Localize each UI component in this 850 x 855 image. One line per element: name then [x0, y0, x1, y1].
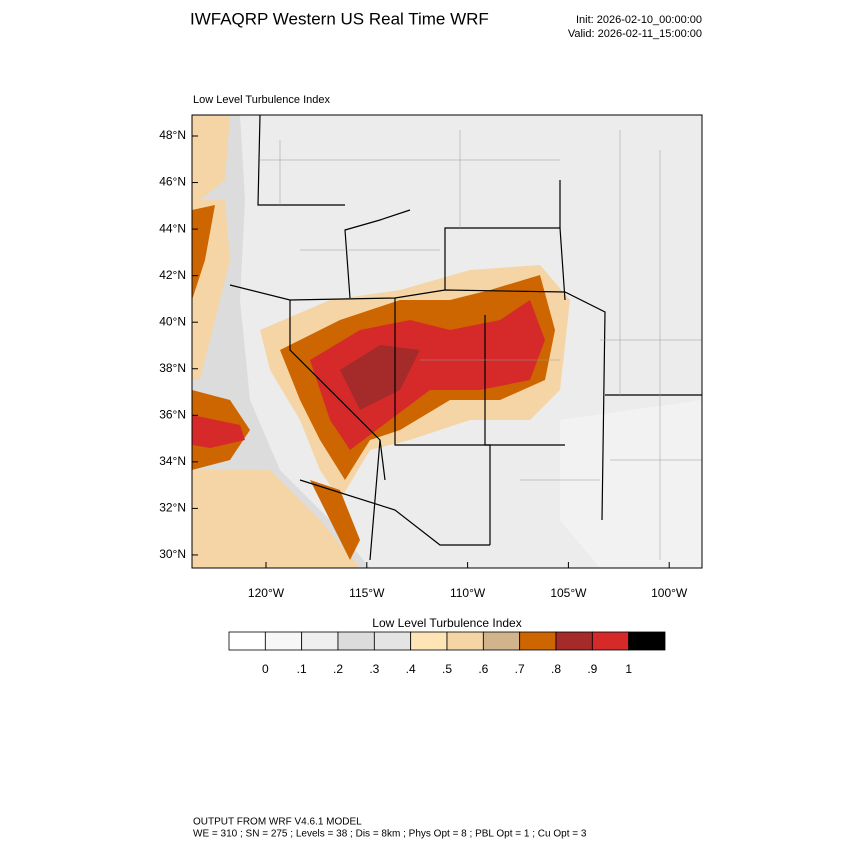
colorbar-label: .9 — [587, 662, 597, 676]
colorbar-box — [482, 631, 521, 651]
footer-line: WE = 310 ; SN = 275 ; Levels = 38 ; Dis … — [193, 829, 587, 840]
lat-label: 44°N — [159, 221, 186, 235]
lon-label: 100°W — [651, 586, 688, 600]
colorbar-label: 0 — [262, 662, 269, 676]
lon-label: 105°W — [550, 586, 587, 600]
lat-label: 42°N — [159, 268, 186, 282]
colorbar-label: .6 — [478, 662, 488, 676]
colorbar-box — [337, 631, 375, 651]
lat-label: 46°N — [159, 175, 186, 189]
colorbar-box — [446, 631, 484, 651]
lon-label: 115°W — [349, 586, 385, 600]
lon-label: 110°W — [450, 586, 486, 600]
colorbar-label: .8 — [551, 662, 561, 676]
map-subtitle: Low Level Turbulence Index — [193, 94, 330, 106]
footer-line: OUTPUT FROM WRF V4.6.1 MODEL — [193, 817, 362, 828]
colorbar-label: 1 — [625, 662, 632, 676]
colorbar-box — [591, 631, 630, 651]
title: IWFAQRP Western US Real Time WRF — [190, 9, 489, 28]
colorbar-box — [373, 631, 412, 651]
colorbar-box — [264, 631, 303, 651]
lat-label: 36°N — [159, 407, 186, 421]
map-field — [191, 114, 703, 569]
colorbar-label: .4 — [406, 662, 416, 676]
lat-label: 32°N — [159, 501, 186, 515]
colorbar-box — [519, 631, 557, 651]
lat-label: 48°N — [159, 128, 186, 142]
lon-label: 120°W — [248, 586, 285, 600]
lat-label: 40°N — [159, 314, 186, 328]
lat-label: 34°N — [159, 454, 186, 468]
colorbar: 0 .1 .2 .3 .4 .5 .6 .7 .8 .9 1 — [228, 631, 666, 676]
colorbar-label: .7 — [515, 662, 525, 676]
colorbar-box — [301, 631, 339, 651]
colorbar-title: Low Level Turbulence Index — [372, 616, 521, 630]
init-time: Init: 2026-02-10_00:00:00 — [576, 14, 702, 26]
colorbar-box — [628, 631, 666, 651]
colorbar-box — [410, 631, 448, 651]
colorbar-box — [555, 631, 593, 651]
lon-labels: 120°W 115°W 110°W 105°W 100°W — [248, 562, 688, 600]
lat-label: 38°N — [159, 361, 186, 375]
colorbar-label: .5 — [442, 662, 452, 676]
valid-time: Valid: 2026-02-11_15:00:00 — [568, 28, 702, 40]
lat-label: 30°N — [159, 547, 186, 561]
colorbar-label: .2 — [333, 662, 343, 676]
colorbar-label: .3 — [369, 662, 379, 676]
colorbar-label: .1 — [297, 662, 307, 676]
lat-labels: 48°N 46°N 44°N 42°N 40°N 38°N 36°N 34°N 32°N 30°N — [159, 128, 198, 561]
colorbar-box — [228, 631, 266, 651]
